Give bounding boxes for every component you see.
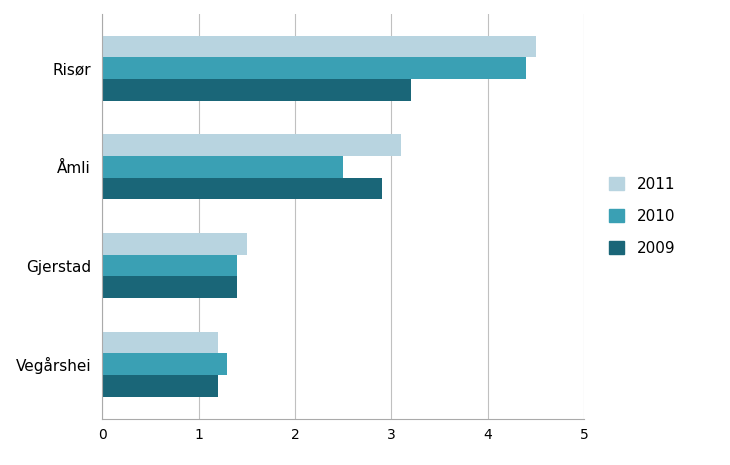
Bar [102,79,410,101]
Bar [102,353,228,375]
Bar [102,255,237,276]
Bar [102,156,343,178]
Bar [102,134,401,156]
Bar [102,178,382,199]
Bar [102,57,526,79]
Bar [102,276,237,298]
Bar [102,332,218,353]
Bar [102,375,218,397]
Bar [102,233,247,255]
Legend: 2011, 2010, 2009: 2011, 2010, 2009 [602,169,683,263]
Bar [102,36,536,57]
